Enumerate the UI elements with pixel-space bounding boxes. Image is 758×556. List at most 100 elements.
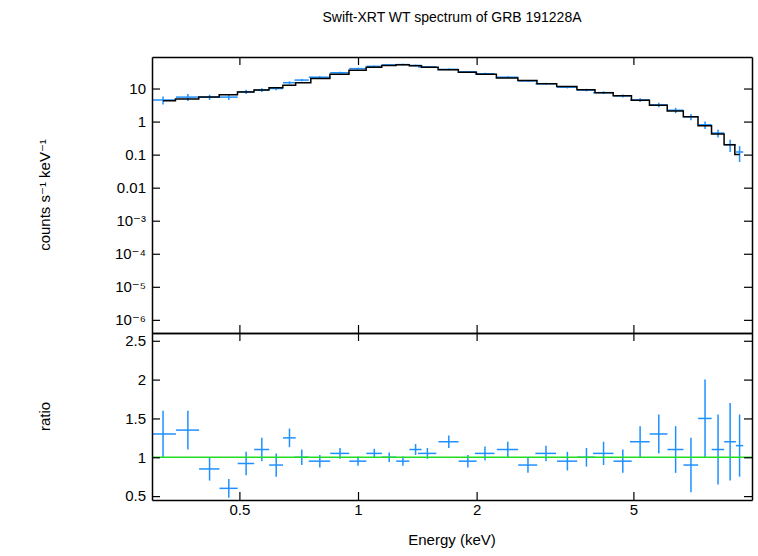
tick-mark (152, 341, 160, 342)
tick (744, 122, 752, 123)
axis-line (153, 333, 753, 335)
point (330, 72, 349, 74)
point (698, 418, 712, 420)
point (593, 453, 613, 455)
tick (744, 418, 752, 419)
tick-mark (152, 188, 160, 189)
tick-label: 10⁻⁶ (115, 311, 146, 328)
tick: 0.5 (125, 487, 160, 504)
tick (744, 155, 752, 156)
tick (358, 57, 359, 65)
tick (477, 57, 478, 65)
tick (744, 89, 752, 90)
axis: 0.5 1 2 5 (153, 492, 753, 518)
point (238, 463, 254, 465)
tick (633, 57, 634, 65)
tick-mark (152, 380, 160, 381)
title: Swift-XRT WT spectrum of GRB 191228A (322, 9, 582, 25)
tick: 0.5 (229, 492, 250, 518)
tick-label: 5 (630, 501, 638, 518)
tick-label: 1 (138, 113, 146, 130)
tick-mark (477, 325, 478, 333)
tick (744, 254, 752, 255)
point (349, 460, 366, 462)
panel: 0.51250.511.522.5ratioEnergy (keV) (36, 332, 753, 548)
axis-line (152, 58, 154, 334)
point (254, 449, 269, 451)
tick-label: 10 (129, 80, 146, 97)
tick (239, 325, 240, 333)
axis (153, 325, 753, 334)
point (295, 79, 309, 81)
tick-mark (358, 492, 359, 500)
tick-mark (744, 341, 752, 342)
tick-mark (744, 496, 752, 497)
tick (239, 333, 240, 341)
point (283, 437, 296, 439)
tick-mark (744, 188, 752, 189)
point (667, 449, 683, 451)
tick-label: 1 (354, 501, 362, 518)
tick-mark (477, 492, 478, 500)
axis-line (153, 333, 753, 335)
point (418, 453, 436, 455)
point (152, 433, 176, 435)
tick-mark (152, 254, 160, 255)
tick-mark (744, 380, 752, 381)
tick-label: 0.01 (117, 179, 146, 196)
tick: 2.5 (125, 332, 160, 349)
tick-mark (477, 333, 478, 341)
tick (744, 221, 752, 222)
tick (239, 57, 240, 65)
tick (744, 457, 752, 458)
tick-mark (633, 57, 634, 65)
tick (633, 325, 634, 333)
tick-mark (744, 221, 752, 222)
tick: 1.5 (125, 410, 160, 427)
tick-mark (152, 121, 160, 122)
tick-mark (239, 325, 240, 333)
axis-line (153, 57, 753, 59)
point (459, 460, 477, 462)
point (409, 449, 421, 451)
tick: 5 (630, 492, 638, 518)
point (330, 453, 349, 455)
point (724, 441, 736, 443)
tick-mark (744, 320, 752, 321)
tick: 1 (138, 449, 160, 466)
point (176, 96, 199, 98)
point (396, 460, 409, 462)
tick-mark (358, 333, 359, 341)
chart: 10⁻⁶10⁻⁵10⁻⁴10⁻³0.010.1110Swift-XRT WT s… (0, 0, 758, 556)
tick-mark (744, 457, 752, 458)
point (219, 96, 237, 98)
point (535, 453, 556, 455)
tick (744, 188, 752, 189)
panel: 10⁻⁶10⁻⁵10⁻⁴10⁻³0.010.1110Swift-XRT WT s… (36, 9, 753, 334)
tick: 0.01 (117, 179, 160, 196)
tick-mark (633, 333, 634, 341)
tick-label: 10⁻⁴ (115, 245, 146, 262)
tick-mark (239, 57, 240, 65)
point (613, 460, 631, 462)
tick-mark (744, 121, 752, 122)
points (152, 380, 743, 498)
tick-label: 0.5 (229, 501, 250, 518)
tick-label: 2 (473, 501, 481, 518)
tick-label: 0.1 (125, 146, 146, 163)
point (269, 464, 283, 466)
tick-mark (239, 333, 240, 341)
point (475, 453, 495, 455)
tick-label: 10⁻⁵ (115, 278, 146, 295)
axis (153, 57, 753, 65)
axis-title: Energy (keV) (408, 531, 496, 548)
axis-line (752, 334, 754, 501)
point (219, 488, 237, 490)
tick-label: 2.5 (125, 332, 146, 349)
point (497, 449, 518, 451)
tick-mark (477, 57, 478, 65)
tick: 1 (354, 492, 362, 518)
point (309, 76, 330, 78)
axis (744, 58, 753, 334)
tick: 10⁻⁶ (115, 311, 160, 328)
